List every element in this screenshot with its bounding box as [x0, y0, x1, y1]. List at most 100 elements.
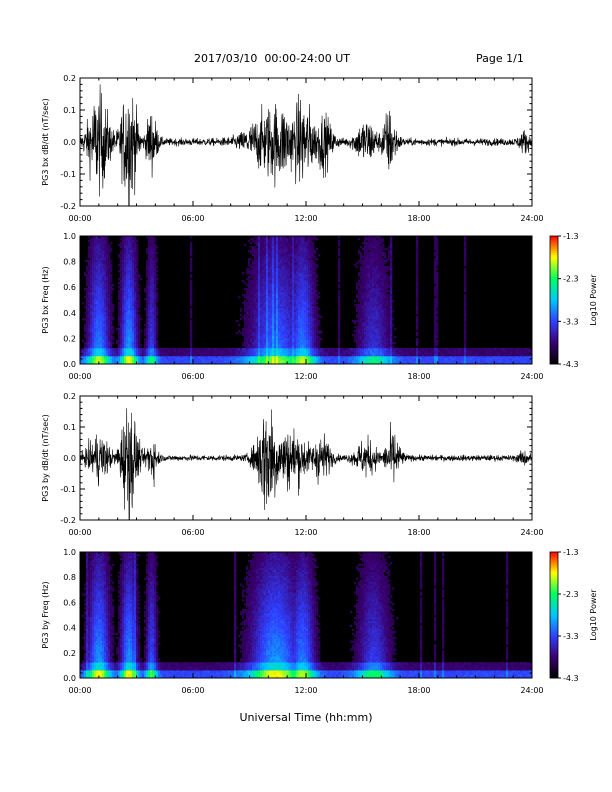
- spectrogram-cell: [88, 350, 91, 353]
- spectrogram-cell: [288, 280, 291, 283]
- spectrogram-cell: [114, 350, 117, 353]
- spectrogram-cell: [254, 324, 257, 327]
- spectrogram-cell: [126, 314, 129, 317]
- spectrogram-cell: [190, 348, 193, 351]
- spectrogram-cell: [284, 284, 287, 287]
- spectrogram-cell: [154, 274, 157, 277]
- spectrogram-cell: [122, 292, 125, 295]
- spectrogram-cell: [252, 356, 255, 359]
- spectrogram-cell: [152, 270, 155, 273]
- spectrogram-cell: [310, 246, 313, 249]
- spectrogram-cell: [280, 288, 283, 291]
- spectrogram-cell: [282, 248, 285, 251]
- spectrogram-cell: [270, 278, 273, 281]
- spectrogram-cell: [130, 282, 133, 285]
- spectrogram-cell: [312, 294, 315, 297]
- spectrogram-cell: [152, 310, 155, 313]
- spectrogram-cell: [156, 266, 159, 269]
- spectrogram-cell: [102, 258, 105, 261]
- spectrogram-cell: [136, 280, 139, 283]
- spectrogram-cell: [300, 346, 303, 349]
- spectrogram-cell: [304, 250, 307, 253]
- spectrogram-cell: [246, 314, 249, 317]
- spectrogram-cell: [288, 288, 291, 291]
- spectrogram-cell: [132, 284, 135, 287]
- spectrogram-cell: [150, 270, 153, 273]
- spectrogram-cell: [100, 330, 103, 333]
- spectrogram-cell: [300, 258, 303, 261]
- spectrogram-cell: [128, 276, 131, 279]
- spectrogram-cell: [274, 358, 277, 361]
- spectrogram-cell: [272, 244, 275, 247]
- spectrogram-cell: [272, 298, 275, 301]
- spectrogram-cell: [298, 296, 301, 299]
- spectrogram-cell: [228, 354, 231, 357]
- spectrogram-cell: [148, 326, 151, 329]
- spectrogram-cell: [126, 300, 129, 303]
- spectrogram-cell: [232, 358, 235, 361]
- spectrogram-cell: [304, 328, 307, 331]
- spectrogram-cell: [338, 258, 341, 261]
- spectrogram-cell: [146, 326, 149, 329]
- spectrogram-cell: [108, 260, 111, 263]
- spectrogram-cell: [300, 266, 303, 269]
- spectrogram-cell: [128, 314, 131, 317]
- spectrogram-cell: [270, 322, 273, 325]
- spectrogram-cell: [126, 278, 129, 281]
- spectrogram-cell: [278, 258, 281, 261]
- spectrogram-cell: [266, 334, 269, 337]
- spectrogram-cell: [304, 296, 307, 299]
- spectrogram-cell: [294, 236, 297, 239]
- spectrogram-cell: [150, 312, 153, 315]
- spectrogram-cell: [312, 338, 315, 341]
- spectrogram-cell: [286, 286, 289, 289]
- spectrogram-cell: [246, 356, 249, 359]
- spectrogram-cell: [130, 330, 133, 333]
- spectrogram-cell: [112, 356, 115, 359]
- spectrogram-cell: [270, 308, 273, 311]
- spectrogram-cell: [152, 352, 155, 355]
- spectrogram-cell: [266, 308, 269, 311]
- spectrogram-cell: [134, 240, 137, 243]
- spectrogram-cell: [134, 302, 137, 305]
- spectrogram-cell: [122, 252, 125, 255]
- spectrogram-cell: [124, 256, 127, 259]
- spectrogram-cell: [250, 318, 253, 321]
- spectrogram-cell: [108, 270, 111, 273]
- spectrogram-cell: [128, 240, 131, 243]
- spectrogram-cell: [268, 308, 271, 311]
- spectrogram-cell: [148, 262, 151, 265]
- spectrogram-cell: [96, 298, 99, 301]
- spectrogram-cell: [138, 336, 141, 339]
- spectrogram-cell: [280, 318, 283, 321]
- spectrogram-cell: [214, 350, 217, 353]
- spectrogram-cell: [122, 320, 125, 323]
- spectrogram-cell: [148, 278, 151, 281]
- spectrogram-cell: [196, 354, 199, 357]
- spectrogram-cell: [266, 280, 269, 283]
- spectrogram-cell: [138, 342, 141, 345]
- spectrogram-cell: [256, 254, 259, 257]
- spectrogram-cell: [304, 318, 307, 321]
- spectrogram-cell: [292, 286, 295, 289]
- spectrogram-cell: [314, 264, 317, 267]
- spectrogram-cell: [150, 304, 153, 307]
- spectrogram-cell: [326, 362, 329, 365]
- spectrogram-cell: [258, 360, 261, 363]
- spectrogram-cell: [118, 298, 121, 301]
- spectrogram-cell: [252, 302, 255, 305]
- spectrogram-cell: [298, 310, 301, 313]
- spectrogram-cell: [104, 326, 107, 329]
- spectrogram-cell: [154, 262, 157, 265]
- spectrogram-cell: [264, 240, 267, 243]
- spectrogram-cell: [214, 354, 217, 357]
- spectrogram-cell: [104, 244, 107, 247]
- spectrogram-cell: [262, 270, 265, 273]
- spectrogram-cell: [130, 278, 133, 281]
- spectrogram-cell: [184, 348, 187, 351]
- spectrogram-cell: [312, 252, 315, 255]
- spectrogram-cell: [88, 250, 91, 253]
- spectrogram-cell: [306, 262, 309, 265]
- spectrogram-cell: [104, 312, 107, 315]
- spectrogram-cell: [100, 246, 103, 249]
